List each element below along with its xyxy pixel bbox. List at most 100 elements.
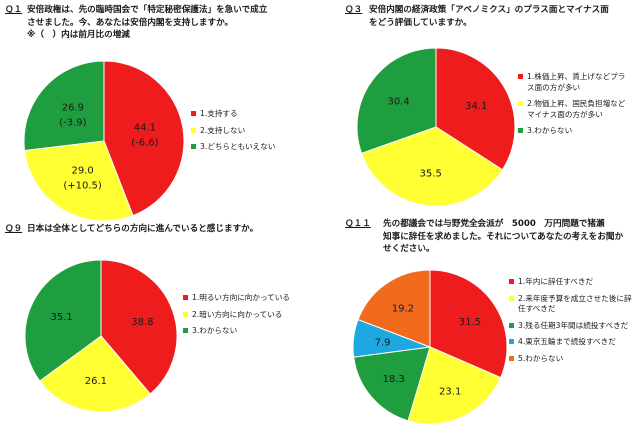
question-number: Ｑ９ xyxy=(5,224,23,234)
question-title-line: 知事に辞任を求めました。それについてあなたの考えをお聞か xyxy=(383,231,624,242)
question-number: Ｑ３ xyxy=(345,5,363,15)
pie-slice xyxy=(100,259,178,395)
legend-swatch xyxy=(509,355,514,361)
legend-label: 2.暗い方向に向かっている xyxy=(192,309,283,319)
question-header: Ｑ１１ 先の都議会では与野党全会派が 5000 万円問題で猪瀬 知事に辞任を求め… xyxy=(345,218,637,258)
pie-slice xyxy=(407,346,502,425)
legend-item: 2.暗い方向に向かっている xyxy=(183,310,318,321)
slice-change-label: (-3.9) xyxy=(59,117,86,128)
legend-item: 2.物価上昇、国民負担増などマイナス面の方が多い xyxy=(518,99,630,120)
question-title: 先の都議会では与野党全会派が 5000 万円問題で猪瀬 知事に辞任を求めました。… xyxy=(383,218,623,256)
slice-value-label: 26.9 xyxy=(62,102,84,113)
pie-slice xyxy=(24,140,134,222)
legend-label: 3.わからない xyxy=(192,326,238,335)
question-title-line: ※（ ）内は前月比の増減 xyxy=(27,30,130,40)
slice-value-label: 23.1 xyxy=(439,386,461,397)
question-title-line: 先の都議会では与野党全会派が 5000 万円問題で猪瀬 xyxy=(383,219,605,229)
pie-slice xyxy=(103,60,185,217)
legend-swatch xyxy=(518,101,523,106)
question-title: 安倍政権は、先の臨時国会で「特定秘密保護法」を急いで成立 させました。今、あなた… xyxy=(27,4,267,42)
slice-value-label: 31.5 xyxy=(459,317,481,328)
legend-item: 4.東京五輪まで続投すべきだ xyxy=(509,337,635,348)
question-title: 日本は全体としてどちらの方向に進んでいると感じますか。 xyxy=(27,223,258,236)
legend-swatch xyxy=(509,339,514,344)
question-number: Ｑ１１ xyxy=(345,219,371,229)
question-title-line: 安倍内閣の経済政策「アベノミクス」のプラス面とマイナス面 xyxy=(369,5,609,15)
legend-label: 4.東京五輪まで続投すべきだ xyxy=(518,337,616,346)
legend-item: 1.株価上昇、賃上げなどプラス面の方が多い xyxy=(518,72,630,93)
legend-item: 2.来年度予算を成立させた後に辞任すべきだ xyxy=(509,294,635,315)
legend-label: 2.来年度予算を成立させた後に辞任すべきだ xyxy=(518,293,632,314)
legend-label: 1.株価上昇、賃上げなどプラス面の方が多い xyxy=(527,72,626,92)
legend-swatch xyxy=(191,111,196,116)
legend-swatch xyxy=(509,322,514,328)
legend-q11: 1.年内に辞任すべきだ 2.来年度予算を成立させた後に辞任すべきだ 3.残る任期3年… xyxy=(509,277,635,370)
pie-slice xyxy=(24,259,102,382)
legend-item: 2.支持しない xyxy=(191,126,296,137)
legend-swatch xyxy=(191,127,196,133)
legend-label: 3.どちらともいえない xyxy=(200,142,276,151)
legend-swatch xyxy=(191,144,196,149)
legend-item: 1.年内に辞任すべきだ xyxy=(509,277,635,288)
question-title-line: 安倍政権は、先の臨時国会で「特定秘密保護法」を急いで成立 xyxy=(27,5,268,15)
legend-item: 3.残る任期3年間は続投すべきだ xyxy=(509,321,635,332)
legend-swatch xyxy=(518,128,523,133)
question-title: 安倍内閣の経済政策「アベノミクス」のプラス面とマイナス面 をどう評価していますか… xyxy=(369,4,609,29)
legend-label: 3.残る任期3年間は続投すべきだ xyxy=(518,320,629,330)
slice-value-label: 19.2 xyxy=(392,304,414,315)
slice-value-label: 7.9 xyxy=(375,337,391,348)
slice-value-label: 35.1 xyxy=(51,312,73,323)
legend-swatch xyxy=(518,74,523,79)
legend-item: 3.どちらともいえない xyxy=(191,142,296,153)
legend-label: 1.明るい方向に向かっている xyxy=(192,293,290,302)
slice-change-label: (-6.6) xyxy=(131,137,158,148)
legend-item: 1.支持する xyxy=(191,109,296,120)
legend-label: 2.支持しない xyxy=(200,125,246,135)
slice-value-label: 18.3 xyxy=(383,374,405,385)
legend-item: 5.わからない xyxy=(509,354,635,365)
question-header: Ｑ１ 安倍政権は、先の臨時国会で「特定秘密保護法」を急いで成立 させました。今、… xyxy=(5,4,305,44)
pie-slice xyxy=(353,346,431,422)
slice-value-label: 26.1 xyxy=(85,376,107,387)
question-title-line: させました。今、あなたは安倍内閣を支持しますか。 xyxy=(27,17,234,28)
legend-item: 1.明るい方向に向かっている xyxy=(183,293,318,304)
pie-slice xyxy=(23,60,105,152)
legend-label: 1.支持する xyxy=(200,109,238,118)
slice-change-label: (+10.5) xyxy=(63,181,102,192)
slice-value-label: 44.1 xyxy=(134,122,156,133)
legend-q1: 1.支持する 2.支持しない 3.どちらともいえない xyxy=(191,109,296,159)
pie-chart-q9: 38.8 26.1 35.1 xyxy=(24,259,178,413)
slice-value-label: 35.5 xyxy=(420,169,442,180)
legend-q9: 1.明るい方向に向かっている 2.暗い方向に向かっている 3.わからない xyxy=(183,293,318,343)
legend-label: 1.年内に辞任すべきだ xyxy=(518,277,594,286)
legend-label: 3.わからない xyxy=(527,126,573,135)
pie-chart-q1: 44.1 (-6.6) 29.0 (+10.5) 26.9 (-3.9) xyxy=(23,60,185,222)
legend-swatch xyxy=(183,311,188,317)
legend-swatch xyxy=(183,295,188,300)
pie-slice xyxy=(356,47,437,154)
legend-swatch xyxy=(509,295,514,301)
slice-value-label: 38.8 xyxy=(131,317,153,328)
pie-chart-q11: 31.5 23.1 18.3 7.9 19.2 xyxy=(352,269,508,425)
legend-q3: 1.株価上昇、賃上げなどプラス面の方が多い 2.物価上昇、国民負担増などマイナス面… xyxy=(518,72,630,143)
question-title-line: せください。 xyxy=(383,244,435,254)
legend-label: 2.物価上昇、国民負担増などマイナス面の方が多い xyxy=(527,99,626,119)
legend-swatch xyxy=(509,279,514,284)
question-header: Ｑ９ 日本は全体としてどちらの方向に進んでいると感じますか。 xyxy=(5,223,305,237)
legend-item: 3.わからない xyxy=(518,126,630,137)
question-number: Ｑ１ xyxy=(5,5,23,15)
pie-chart-q3: 34.1 35.5 30.4 xyxy=(356,47,516,207)
legend-label: 5.わからない xyxy=(518,353,564,363)
pie-slice xyxy=(429,269,508,379)
legend-item: 3.わからない xyxy=(183,326,318,337)
question-title-line: をどう評価していますか。 xyxy=(369,17,472,28)
pie-slice xyxy=(39,335,151,413)
legend-swatch xyxy=(183,328,188,333)
slice-value-label: 34.1 xyxy=(465,101,487,112)
slice-value-label: 29.0 xyxy=(71,166,93,177)
pie-slice xyxy=(357,269,431,348)
question-header: Ｑ３ 安倍内閣の経済政策「アベノミクス」のプラス面とマイナス面 をどう評価してい… xyxy=(345,4,637,34)
question-title-line: 日本は全体としてどちらの方向に進んでいると感じますか。 xyxy=(27,224,259,234)
pie-slice xyxy=(360,126,504,207)
slice-value-label: 30.4 xyxy=(387,97,409,108)
